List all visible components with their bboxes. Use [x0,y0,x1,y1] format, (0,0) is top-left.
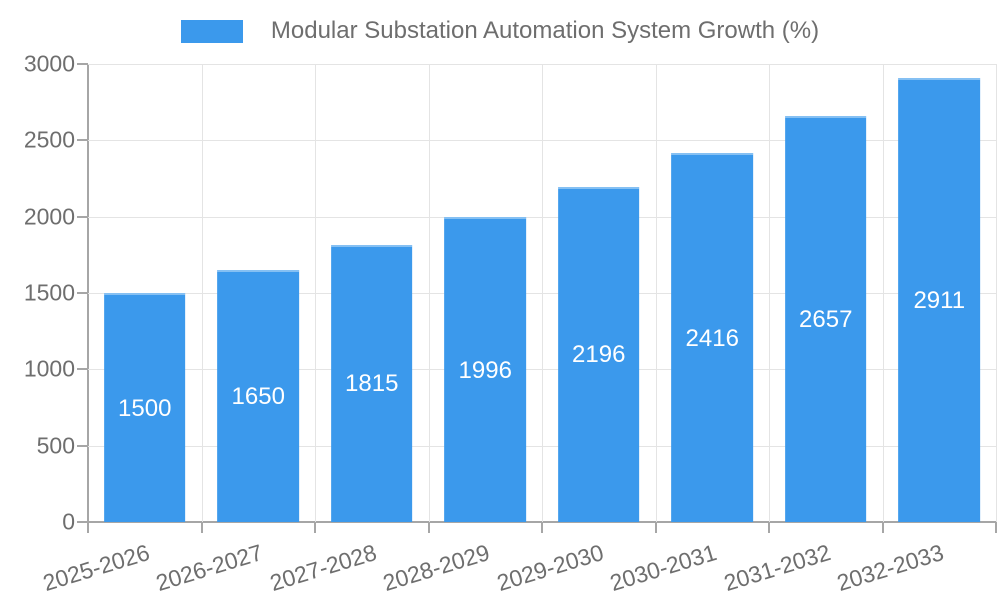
x-gridline [655,64,657,522]
x-tick-mark [541,522,543,533]
bar-value-label: 2911 [913,286,966,314]
x-gridline [428,64,430,522]
y-tick-label: 1000 [23,355,75,382]
x-tick-mark [200,522,203,533]
x-tick-mark [314,522,316,533]
bar[interactable]: 2657 [784,116,867,522]
plot-area: 0 500 1000 1500 2000 2500 3000 1500 2025-2026 165… [24,51,997,596]
bar-value-label: 2657 [799,306,853,334]
x-gridline [315,64,316,522]
y-tick-label: 2000 [23,203,75,230]
bar-value-label: 1815 [345,370,399,398]
x-tick-mark [427,522,430,533]
x-tick-label: 2029-2030 [493,539,607,597]
x-tick-mark [654,522,657,533]
x-tick-mark [995,522,997,533]
bar[interactable]: 1815 [330,244,413,522]
x-gridline [882,64,884,522]
bar[interactable]: 2911 [898,77,981,522]
bar[interactable]: 1650 [217,270,300,522]
bar[interactable]: 2196 [557,186,640,522]
y-tick-label: 0 [62,508,75,535]
y-tick-mark [77,215,88,218]
y-tick-label: 500 [36,432,75,459]
x-gridline [769,64,770,522]
bar[interactable]: 2416 [671,153,754,522]
x-tick-label: 2032-2033 [834,539,947,597]
x-gridline [201,64,203,522]
bar-value-label: 1650 [231,383,285,411]
y-tick-mark [77,139,88,142]
legend-label: Modular Substation Automation System Gro… [270,17,820,44]
legend[interactable]: Modular Substation Automation System Gro… [0,17,1000,45]
y-tick-mark [77,444,88,447]
x-tick-mark [768,522,770,533]
y-tick-mark [77,368,88,371]
bar[interactable]: 1996 [444,217,527,522]
y-tick-label: 2500 [23,126,75,153]
bar-value-label: 1500 [118,394,172,422]
x-tick-label: 2026-2027 [153,539,266,597]
bar[interactable]: 1500 [103,293,186,522]
y-tick-label: 1500 [23,279,75,306]
y-tick-mark [77,63,88,65]
x-tick-mark [881,522,884,533]
y-tick-mark [77,292,88,294]
bar-value-label: 2196 [572,341,626,369]
x-gridline [542,64,543,522]
y-tick-label: 3000 [23,50,75,77]
x-tick-mark [87,522,89,533]
x-tick-label: 2028-2029 [380,539,493,597]
x-tick-label: 2031-2032 [720,539,834,597]
x-tick-label: 2027-2028 [266,539,380,597]
bar-value-label: 2416 [685,324,739,352]
x-gridline [996,64,997,522]
y-tick-mark [77,521,88,523]
bar-value-label: 1996 [458,356,512,384]
x-tick-label: 2030-2031 [607,539,720,597]
x-tick-label: 2025-2026 [39,539,153,597]
legend-swatch [180,19,243,43]
